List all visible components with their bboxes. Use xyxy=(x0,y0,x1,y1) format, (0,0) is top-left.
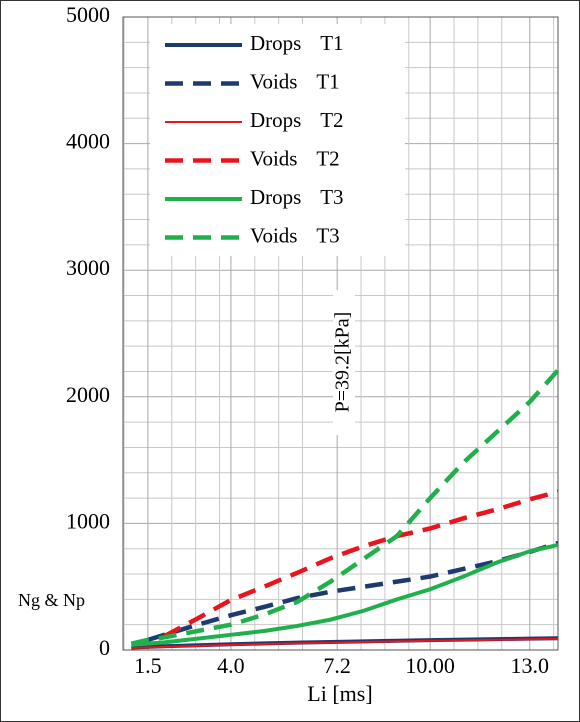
y-tick-label: 0 xyxy=(99,635,110,660)
annotation-box xyxy=(333,290,355,435)
legend-label: Voids T1 xyxy=(250,69,340,93)
legend-label: Drops T3 xyxy=(250,185,344,209)
y-axis-label: Ng & Np xyxy=(18,590,85,610)
series-line xyxy=(147,540,559,643)
legend-label: Voids T2 xyxy=(250,146,340,170)
y-tick-label: 3000 xyxy=(66,255,110,280)
x-tick-label: 10.00 xyxy=(405,653,455,678)
x-tick-label: 1.5 xyxy=(134,653,162,678)
legend-box xyxy=(150,24,405,256)
legend-label: Voids T3 xyxy=(250,223,340,247)
y-tick-label: 5000 xyxy=(66,2,110,27)
annotation: P=39.2[kPa] xyxy=(332,312,354,413)
plot-border xyxy=(122,16,559,651)
x-axis-label: Li [ms] xyxy=(307,681,372,706)
series-line xyxy=(130,368,560,646)
series-line xyxy=(131,637,559,650)
y-tick-label: 2000 xyxy=(66,382,110,407)
x-tick-label: 7.2 xyxy=(323,653,351,678)
overlay: 0 1000 2000 3000 4000 5000 1.5 4.0 7.2 10.00 13.0 P… xyxy=(18,2,549,706)
series-line xyxy=(131,542,559,647)
lines xyxy=(130,368,560,650)
legend-label: Drops T1 xyxy=(250,31,344,55)
x-tick-label: 4.0 xyxy=(217,653,245,678)
y-tick-label: 4000 xyxy=(66,129,110,154)
x-tick-label: 13.0 xyxy=(511,653,550,678)
y-tick-label: 1000 xyxy=(66,508,110,533)
legend-label: Drops T2 xyxy=(250,108,344,132)
